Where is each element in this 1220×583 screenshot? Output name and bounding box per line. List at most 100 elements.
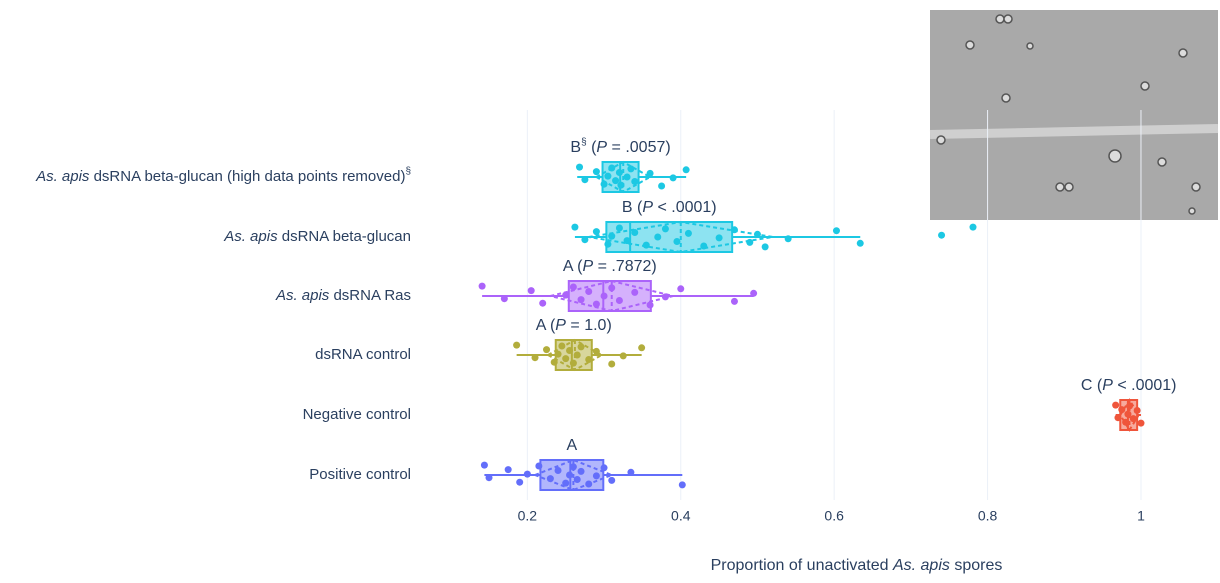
data-point [938,232,945,239]
text-run: As. apis [275,287,330,304]
data-point [601,181,608,188]
data-point [585,481,592,488]
data-point [1137,420,1144,427]
text-run: P [596,139,607,156]
data-point [731,298,738,305]
data-point [601,293,608,300]
x-axis-title: Proportion of unactivated As. apis spore… [711,557,1003,574]
text-run: A [567,437,578,454]
data-point [612,177,619,184]
data-point [555,467,562,474]
text-run: A ( [563,258,583,275]
annotation: B§ (P = .0057) [570,137,670,156]
y-tick-label: As. apis dsRNA beta-glucan [223,228,411,245]
text-run: A ( [536,317,556,334]
data-point [685,230,692,237]
micrograph-inset [930,10,1218,220]
data-point [581,176,588,183]
data-point [716,234,723,241]
data-point [1118,406,1125,413]
data-point [624,174,631,181]
data-point [608,477,615,484]
text-run: § [405,166,411,177]
data-point [643,242,650,249]
data-point [547,475,554,482]
x-tick-label: 0.6 [824,508,844,524]
data-point [501,295,508,302]
data-point [578,296,585,303]
data-point [571,224,578,231]
data-point [1126,403,1133,410]
text-run: P [555,317,566,334]
data-point [1112,402,1119,409]
data-point [570,360,577,367]
data-point [754,231,761,238]
data-point [562,480,569,487]
data-point [505,466,512,473]
text-run: B [570,139,581,156]
data-point [662,293,669,300]
data-point [532,354,539,361]
data-point [1124,411,1131,418]
text-run: P [1102,377,1113,394]
data-point [578,468,585,475]
data-point [631,229,638,236]
annotation: A [567,437,578,454]
data-point [658,183,665,190]
text-run: P [582,258,593,275]
data-point [638,344,645,351]
y-tick-label: As. apis dsRNA Ras [275,287,411,304]
data-point [616,169,623,176]
data-point [585,288,592,295]
data-point [833,227,840,234]
data-point [601,464,608,471]
data-point [627,165,634,172]
text-run: = 1.0) [566,317,612,334]
x-tick-label: 0.8 [978,508,998,524]
data-point [585,356,592,363]
data-point [608,165,615,172]
data-point [785,235,792,242]
data-point [683,166,690,173]
data-point [524,471,531,478]
text-run: As. apis [223,228,278,245]
data-point [679,481,686,488]
text-run: dsRNA beta-glucan [278,228,411,245]
annotation: A (P = 1.0) [536,317,612,334]
data-point [1130,415,1137,422]
text-run: P [642,199,653,216]
data-point [970,224,977,231]
data-point [616,225,623,232]
text-run: dsRNA beta-glucan (high data points remo… [89,168,405,185]
data-point [677,285,684,292]
data-point [593,168,600,175]
text-run: As. apis [35,168,90,185]
data-point [576,164,583,171]
text-run: Proportion of unactivated [711,557,893,574]
text-run: < .0001) [1113,377,1177,394]
data-point [731,226,738,233]
data-point [593,348,600,355]
x-tick-label: 0.2 [518,508,538,524]
data-point [647,302,654,309]
data-point [570,463,577,470]
data-point [624,237,631,244]
text-run: spores [950,557,1002,574]
data-point [562,292,569,299]
data-point [662,225,669,232]
data-point [574,476,581,483]
chart: 0.2 0.4 0.6 0.8 1 Proportion of unactivated A… [0,0,1220,578]
x-tick-label: 0.4 [671,508,691,524]
data-point [1134,407,1141,414]
data-point [566,347,573,354]
x-tick-label: 1 [1137,508,1145,524]
data-point [516,479,523,486]
y-tick-label: As. apis dsRNA beta-glucan (high data po… [35,166,411,185]
text-run: B ( [622,199,643,216]
data-point [513,342,520,349]
annotation: B (P < .0001) [622,199,717,216]
data-point [543,346,550,353]
data-point [593,301,600,308]
text-run: dsRNA Ras [329,287,411,304]
y-tick-label: dsRNA control [315,346,411,363]
